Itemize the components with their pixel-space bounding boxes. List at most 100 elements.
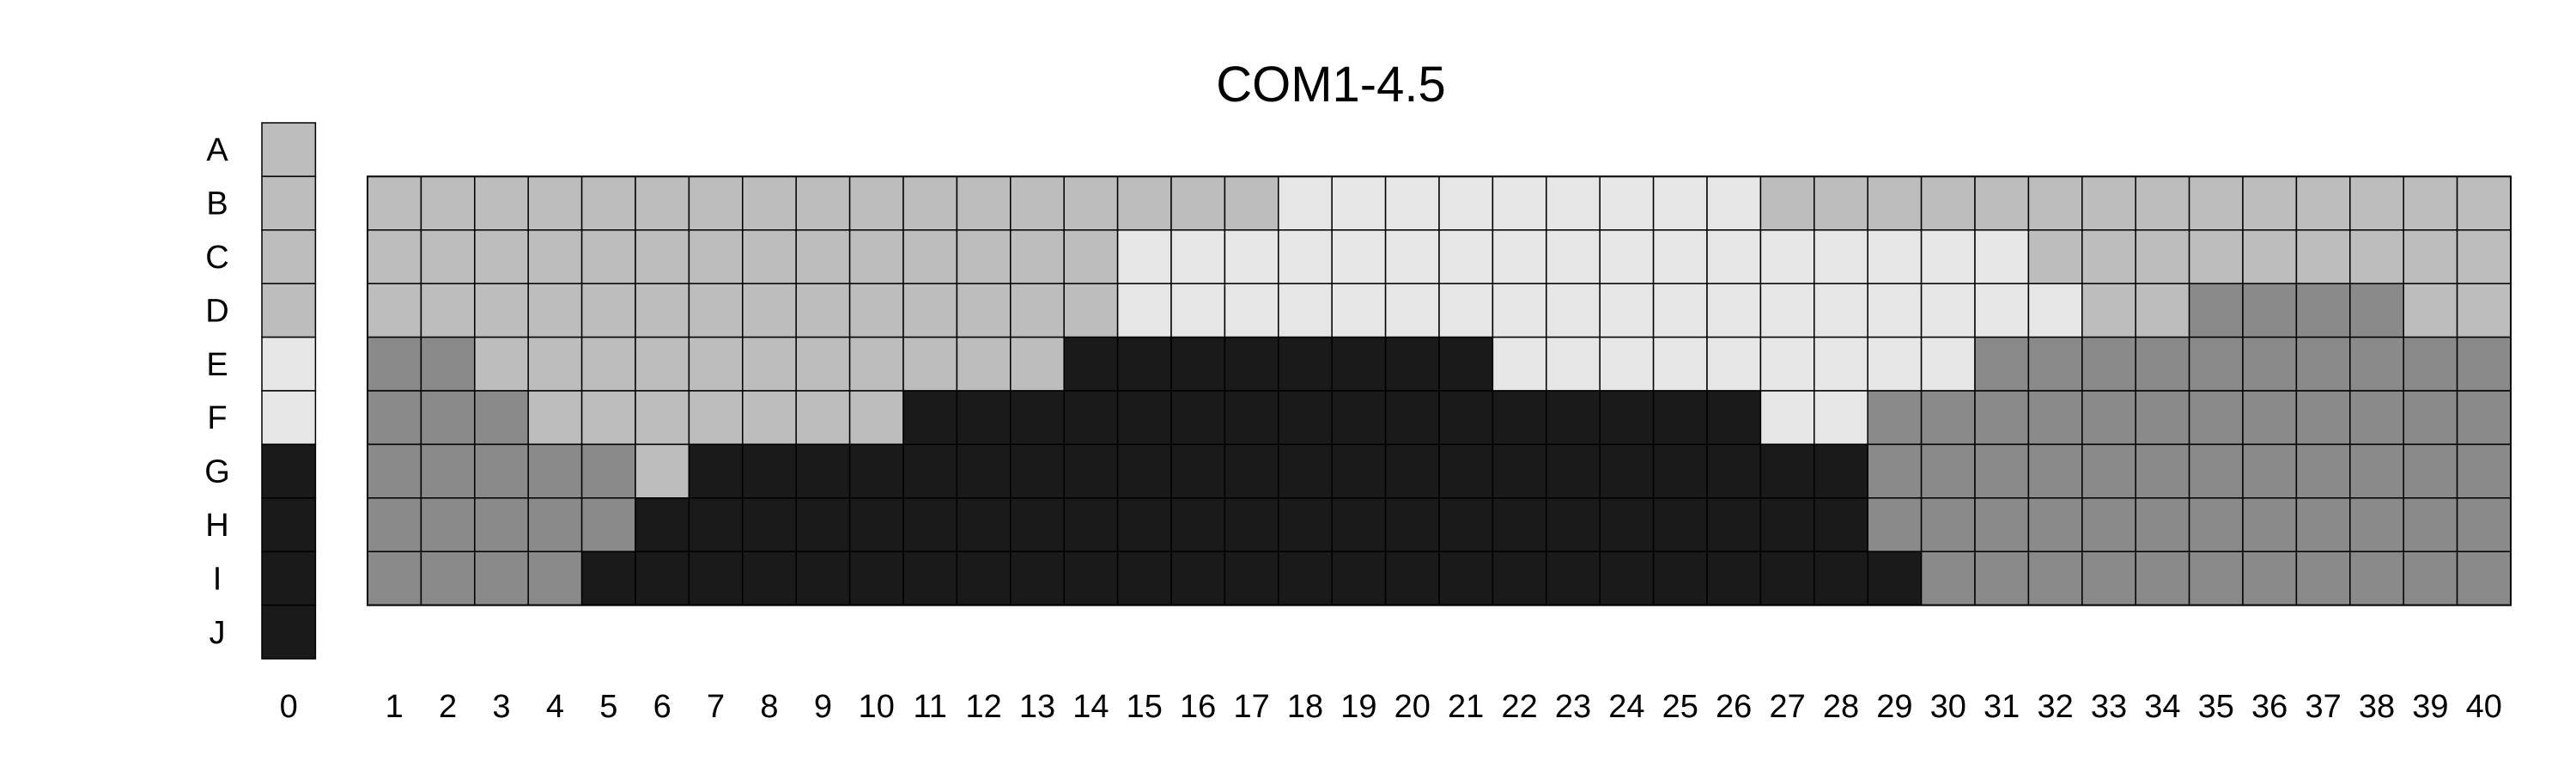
cell-c-24 [1599,229,1655,284]
cell-h-9 [795,497,851,552]
cell-f-8 [742,390,797,446]
cell-g-1 [367,443,422,499]
cell-d-18 [1278,283,1333,338]
cell-c-19 [1331,229,1387,284]
cell-f-11 [902,390,958,446]
cell-d-13 [1010,283,1065,338]
cell-c-16 [1170,229,1226,284]
cell-g-31 [1974,443,2030,499]
cell-d-33 [2081,283,2136,338]
col-label-16: 16 [1180,689,1216,725]
cell-h-40 [2456,497,2512,552]
chart-title: COM1-4.5 [1216,57,1446,113]
cell-h-37 [2295,497,2351,552]
col-label-30: 30 [1930,689,1966,725]
cell-d-15 [1116,283,1172,338]
cell-d-40 [2456,283,2512,338]
cell-c-14 [1063,229,1119,284]
cell-g-11 [902,443,958,499]
cell-e-5 [580,336,636,392]
cell-h-16 [1170,497,1226,552]
cell-c-23 [1546,229,1601,284]
cell-i-8 [742,551,797,606]
cell-h-5 [580,497,636,552]
cell-i-16 [1170,551,1226,606]
cell-i-36 [2242,551,2298,606]
cell-f-27 [1759,390,1815,446]
col-label-12: 12 [965,689,1001,725]
cell-c-21 [1438,229,1494,284]
col-label-37: 37 [2305,689,2341,725]
cell-h-4 [527,497,583,552]
cell-f-5 [580,390,636,446]
cell-c-27 [1759,229,1815,284]
ref-cell-a [261,122,317,178]
cell-h-31 [1974,497,2030,552]
cell-i-21 [1438,551,1494,606]
cell-i-34 [2135,551,2190,606]
cell-d-5 [580,283,636,338]
cell-i-29 [1867,551,1923,606]
cell-e-34 [2135,336,2190,392]
cell-b-23 [1546,175,1601,231]
cell-c-31 [1974,229,2030,284]
cell-f-16 [1170,390,1226,446]
cell-f-18 [1278,390,1333,446]
col-label-39: 39 [2412,689,2448,725]
cell-i-30 [1920,551,1976,606]
cell-g-20 [1384,443,1440,499]
cell-g-36 [2242,443,2298,499]
cell-c-1 [367,229,422,284]
cell-e-16 [1170,336,1226,392]
cell-b-12 [956,175,1012,231]
cell-f-13 [1010,390,1065,446]
cell-b-13 [1010,175,1065,231]
col-label-33: 33 [2091,689,2127,725]
col-label-13: 13 [1019,689,1055,725]
ref-cell-h [261,497,317,552]
cell-i-15 [1116,551,1172,606]
cell-d-8 [742,283,797,338]
cell-c-25 [1652,229,1708,284]
cell-f-36 [2242,390,2298,446]
cell-g-27 [1759,443,1815,499]
row-label-j: J [210,615,226,651]
cell-g-37 [2295,443,2351,499]
cell-b-29 [1867,175,1923,231]
col-label-40: 40 [2466,689,2502,725]
cell-f-15 [1116,390,1172,446]
cell-c-10 [848,229,904,284]
cell-g-18 [1278,443,1333,499]
col-label-2: 2 [439,689,457,725]
cell-h-13 [1010,497,1065,552]
cell-e-21 [1438,336,1494,392]
col-label-24: 24 [1608,689,1644,725]
cell-h-21 [1438,497,1494,552]
col-label-31: 31 [1984,689,2020,725]
ref-cell-g [261,443,317,499]
cell-e-22 [1492,336,1547,392]
cell-d-28 [1814,283,1868,338]
cell-g-32 [2027,443,2083,499]
cell-i-1 [367,551,422,606]
cell-g-2 [420,443,476,499]
cell-h-3 [474,497,529,552]
cell-f-39 [2403,390,2458,446]
cell-c-33 [2081,229,2136,284]
cell-b-40 [2456,175,2512,231]
cell-c-26 [1706,229,1762,284]
cell-e-17 [1224,336,1279,392]
cell-d-25 [1652,283,1708,338]
col-label-17: 17 [1233,689,1269,725]
cell-f-35 [2188,390,2244,446]
cell-h-38 [2349,497,2404,552]
cell-i-37 [2295,551,2351,606]
cell-b-16 [1170,175,1226,231]
cell-e-29 [1867,336,1923,392]
cell-e-19 [1331,336,1387,392]
col-label-35: 35 [2198,689,2234,725]
cell-g-40 [2456,443,2512,499]
cell-f-25 [1652,390,1708,446]
cell-i-31 [1974,551,2030,606]
cell-b-27 [1759,175,1815,231]
